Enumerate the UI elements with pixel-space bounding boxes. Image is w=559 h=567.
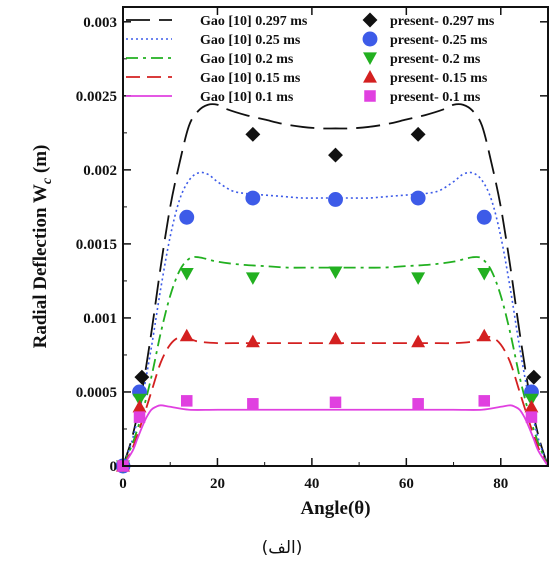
legend-label: Gao [10] 0.297 ms — [200, 14, 308, 29]
series-marker-8 — [328, 331, 343, 345]
legend-label: Gao [10] 0.25 ms — [200, 33, 301, 48]
series-marker-7 — [477, 267, 492, 281]
legend-marker — [363, 52, 377, 65]
legend-label: Gao [10] 0.15 ms — [200, 71, 301, 86]
y-tick-label: 0.0015 — [76, 237, 117, 253]
series-marker-6 — [245, 190, 261, 206]
series-line-4 — [123, 404, 548, 466]
y-axis-title: Radial Deflection Wc (m) — [30, 145, 55, 349]
series-marker-5 — [134, 369, 150, 385]
series-marker-9 — [247, 398, 259, 410]
series-marker-9 — [180, 395, 193, 407]
series-layer — [115, 103, 548, 474]
legend-label: present- 0.297 ms — [390, 14, 495, 29]
plot-frame — [122, 6, 549, 467]
y-tick-label: 0.0025 — [76, 89, 117, 105]
legend-marker — [362, 12, 378, 28]
y-tick-label: 0 — [110, 459, 118, 475]
legend: Gao [10] 0.297 ms Gao [10] 0.25 ms Gao [10… — [126, 12, 495, 105]
legend-label: present- 0.2 ms — [390, 52, 481, 67]
y-axis-title-subscript: c — [40, 177, 55, 184]
series-marker-8 — [524, 399, 539, 413]
series-marker-6 — [410, 190, 426, 206]
series-marker-7 — [328, 266, 343, 279]
legend-label: Gao [10] 0.2 ms — [200, 52, 294, 67]
series-line-0 — [123, 103, 548, 466]
series-marker-6 — [476, 209, 492, 225]
series-marker-9 — [412, 398, 424, 410]
legend-label: Gao [10] 0.1 ms — [200, 90, 294, 105]
series-line-1 — [123, 171, 548, 466]
series-marker-6 — [179, 209, 195, 225]
y-tick-label: 0.0005 — [76, 385, 117, 401]
y-tick-label: 0.003 — [83, 15, 117, 31]
x-axis-title: Angle(θ) — [300, 498, 370, 519]
series-marker-9 — [478, 395, 491, 407]
series-marker-8 — [132, 399, 147, 413]
x-tick-label: 20 — [210, 476, 225, 492]
y-tick-label: 0.001 — [83, 311, 117, 327]
series-marker-8 — [477, 328, 492, 342]
x-tick-label: 60 — [399, 476, 414, 492]
legend-label: present- 0.15 ms — [390, 71, 488, 86]
series-marker-9 — [133, 411, 146, 423]
series-marker-7 — [411, 272, 426, 285]
series-marker-8 — [411, 334, 426, 348]
legend-marker — [362, 31, 378, 47]
legend-marker — [364, 90, 376, 102]
series-marker-7 — [245, 272, 260, 285]
figure-caption: (الف) — [262, 538, 303, 558]
series-marker-5 — [245, 126, 261, 142]
x-tick-label: 80 — [493, 476, 508, 492]
x-tick-label: 0 — [119, 476, 127, 492]
series-marker-9 — [525, 411, 538, 423]
series-marker-5 — [526, 369, 542, 385]
x-tick-label: 40 — [304, 476, 319, 492]
y-axis-title-unit: (m) — [30, 145, 51, 178]
series-marker-5 — [328, 147, 343, 163]
legend-label: present- 0.25 ms — [390, 33, 488, 48]
series-marker-8 — [179, 328, 194, 342]
series-marker-7 — [179, 267, 194, 281]
legend-marker — [363, 70, 377, 83]
series-line-2 — [123, 255, 548, 466]
series-marker-5 — [410, 126, 426, 142]
y-tick-label: 0.002 — [83, 163, 117, 179]
series-marker-9 — [329, 396, 342, 409]
legend-label: present- 0.1 ms — [390, 90, 481, 105]
series-marker-6 — [328, 192, 343, 207]
ticks-layer: 0 20 40 60 80 0 0.0005 0.001 0.0015 0.002 0.0025 0.… — [76, 7, 548, 492]
series-marker-8 — [245, 334, 260, 348]
y-axis-title-main: Radial Deflection W — [30, 184, 51, 348]
